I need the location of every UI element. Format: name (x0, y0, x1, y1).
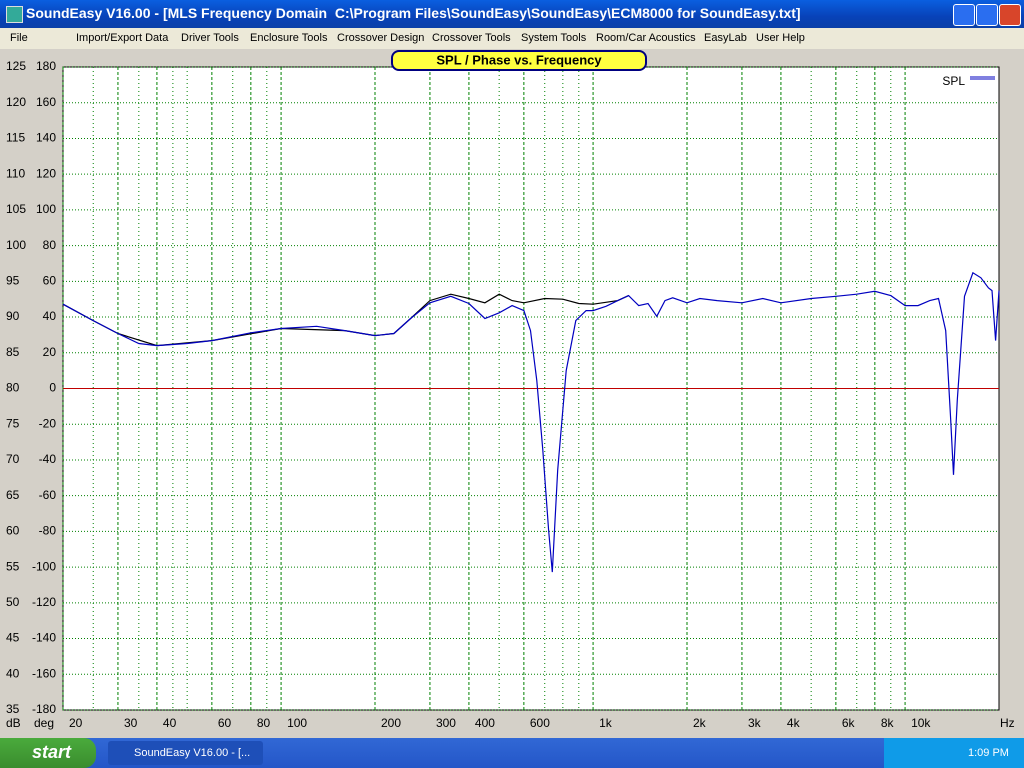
app-icon (6, 6, 23, 23)
task-label: SoundEasy V16.00 - [... (134, 747, 251, 759)
x-tick-label: 40 (163, 716, 177, 730)
y2-tick-label: 120 (36, 166, 56, 180)
x-tick-label: 300 (436, 716, 456, 730)
y2-tick-label: -140 (32, 631, 56, 645)
y2-tick-label: -120 (32, 595, 56, 609)
y2-tick-label: 160 (36, 95, 56, 109)
y-tick-label: 55 (6, 559, 20, 573)
y-tick-label: 65 (6, 488, 20, 502)
y-tick-label: 35 (6, 702, 20, 716)
y-axis-label: dB (6, 716, 21, 730)
x-tick-label: 20 (69, 716, 83, 730)
y2-tick-label: 20 (43, 345, 57, 359)
y2-tick-label: -80 (39, 524, 57, 538)
y-tick-label: 70 (6, 452, 20, 466)
y-tick-label: 105 (6, 202, 26, 216)
y-tick-label: 95 (6, 274, 20, 288)
taskbar: start SoundEasy V16.00 - [... 1:09 PM (0, 738, 1024, 768)
x-tick-label: 8k (881, 716, 895, 730)
y2-tick-label: 60 (43, 274, 57, 288)
menu-item[interactable]: User Help (756, 32, 805, 44)
y2-tick-label: -180 (32, 702, 56, 716)
legend-label: SPL (942, 74, 965, 88)
x-tick-label: 2k (693, 716, 707, 730)
start-label: start (32, 742, 72, 762)
x-tick-label: 4k (787, 716, 801, 730)
x-tick-label: 3k (748, 716, 762, 730)
menu-bar: File Import/Export Data Driver Tools Enclos… (0, 28, 1024, 49)
chart: 20 30 40 60 80 100 200 300 400 600 1k 2k 3k 4k 6k 8k 10k… (6, 50, 1015, 730)
menu-item[interactable]: System Tools (521, 32, 587, 44)
menu-item[interactable]: EasyLab (704, 32, 747, 44)
y-tick-label: 90 (6, 309, 20, 323)
maximize-button[interactable] (976, 4, 998, 26)
y2-axis-label: deg (34, 716, 54, 730)
title-bar: SoundEasy V16.00 - [MLS Frequency Domain… (0, 0, 1024, 28)
x-tick-label: 1k (599, 716, 613, 730)
chart-title-box (391, 50, 647, 71)
x-tick-label: 60 (218, 716, 232, 730)
menu-item[interactable]: Driver Tools (181, 32, 239, 44)
y-tick-label: 80 (6, 381, 20, 395)
menu-item[interactable]: Room/Car Acoustics (596, 32, 696, 44)
menu-item[interactable]: Crossover Design (337, 32, 425, 44)
x-tick-label: 80 (257, 716, 271, 730)
x-tick-label: 30 (124, 716, 138, 730)
y2-tick-label: -160 (32, 666, 56, 680)
y-tick-label: 110 (6, 166, 25, 180)
menu-item[interactable]: Enclosure Tools (250, 32, 328, 44)
minimize-button[interactable] (953, 4, 975, 26)
y-tick-label: 60 (6, 524, 20, 538)
series-line (62, 271, 1000, 573)
y2-tick-label: 180 (36, 59, 56, 73)
task-button[interactable]: SoundEasy V16.00 - [... (108, 741, 263, 765)
y2-tick-label: -100 (32, 559, 56, 573)
x-axis-label: Hz (1000, 716, 1015, 730)
y-tick-label: 125 (6, 59, 26, 73)
x-tick-label: 10k (911, 716, 931, 730)
y2-tick-label: 80 (43, 238, 57, 252)
menu-item[interactable]: Crossover Tools (432, 32, 511, 44)
x-tick-label: 600 (530, 716, 550, 730)
x-tick-label: 400 (475, 716, 495, 730)
x-tick-label: 100 (287, 716, 307, 730)
close-button[interactable] (999, 4, 1021, 26)
chart-title: SPL / Phase vs. Frequency (436, 52, 602, 67)
y-tick-label: 85 (6, 345, 20, 359)
y2-tick-label: 0 (49, 381, 56, 395)
y-tick-label: 100 (6, 238, 26, 252)
y2-tick-label: -40 (39, 452, 57, 466)
start-button[interactable]: start (0, 738, 96, 768)
y-tick-label: 115 (6, 131, 25, 145)
y2-tick-label: 100 (36, 202, 56, 216)
y-tick-label: 40 (6, 666, 20, 680)
window-title: SoundEasy V16.00 - [MLS Frequency Domain… (26, 5, 801, 21)
y2-tick-label: 40 (43, 309, 57, 323)
clock: 1:09 PM (968, 747, 1009, 759)
y-tick-label: 45 (6, 631, 20, 645)
system-tray: 1:09 PM (884, 738, 1024, 768)
y-tick-label: 75 (6, 416, 20, 430)
x-tick-label: 6k (842, 716, 856, 730)
y-tick-label: 50 (6, 595, 20, 609)
menu-item[interactable]: File (10, 32, 28, 44)
menu-item[interactable]: Import/Export Data (76, 32, 169, 44)
y2-tick-label: 140 (36, 131, 56, 145)
y2-tick-label: -20 (39, 416, 57, 430)
x-tick-label: 200 (381, 716, 401, 730)
y-tick-label: 120 (6, 95, 26, 109)
y2-tick-label: -60 (39, 488, 57, 502)
